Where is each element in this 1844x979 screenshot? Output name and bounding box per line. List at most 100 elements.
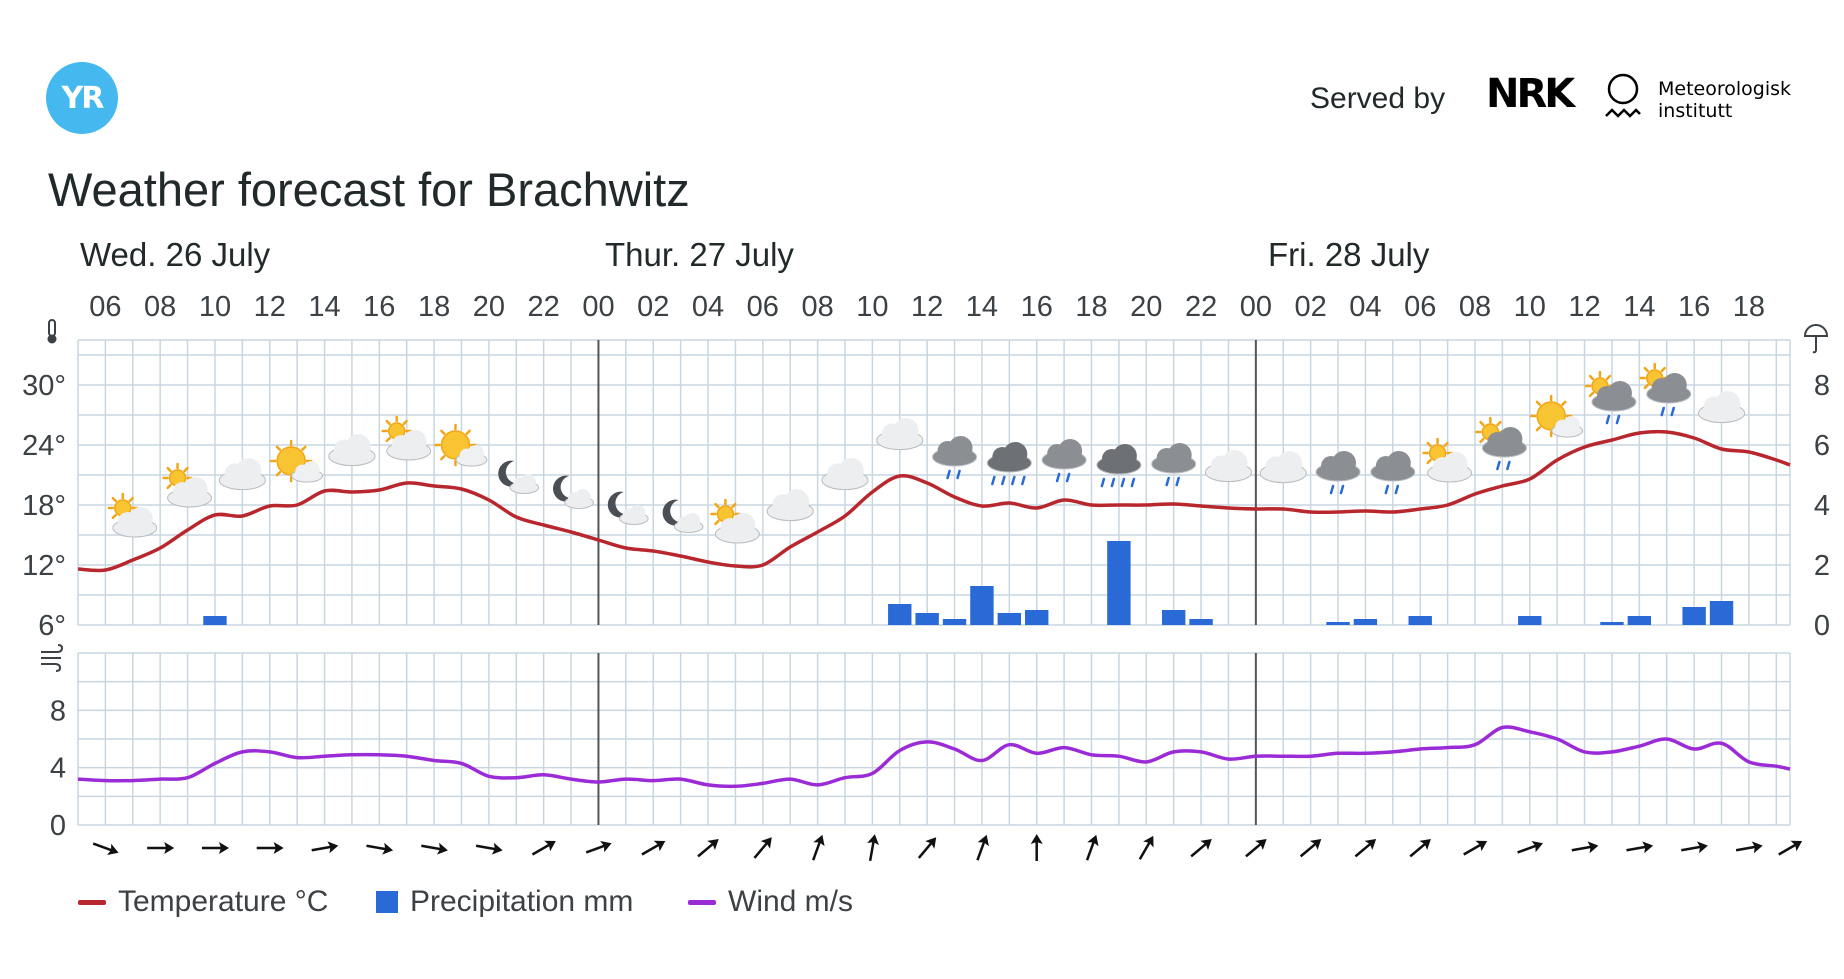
cloud-part: [934, 449, 975, 465]
rain-icon: [1096, 444, 1142, 488]
cloud-part: [1372, 464, 1413, 480]
partly-cloudy-night-icon: [553, 475, 594, 509]
precipitation-bar: [1518, 616, 1542, 625]
fair-day-icon: [1529, 394, 1584, 438]
light-rain-icon: [932, 436, 978, 480]
met-institutt-text[interactable]: Meteorologisk institutt: [1658, 78, 1791, 122]
rain-drop: [1384, 484, 1390, 495]
legend-wind-swatch: [688, 899, 716, 905]
wind-arrow-head: [1696, 841, 1708, 854]
sun-ray: [1660, 366, 1666, 373]
cloud-part: [769, 502, 812, 520]
light-rain-icon: [1370, 451, 1416, 495]
hour-tick-label: 06: [1404, 291, 1436, 323]
rain-drop: [1339, 484, 1345, 495]
legend-precipitation-label: Precipitation mm: [410, 885, 634, 918]
sun-ray: [275, 471, 282, 477]
wind-direction-arrow: [917, 837, 937, 859]
hour-tick-label: 14: [1623, 291, 1655, 323]
wind-direction-arrow: [147, 842, 175, 854]
nrk-logo[interactable]: NRK: [1486, 71, 1575, 117]
wind-arrow-head: [107, 843, 119, 856]
wind-direction-arrow: [1409, 839, 1431, 858]
wind-arrow-head: [760, 837, 772, 849]
sun-ray: [1643, 383, 1649, 390]
hour-tick-label: 12: [911, 291, 943, 323]
wind-tick-label: 0: [50, 810, 66, 842]
precip-tick-label: 0: [1814, 610, 1830, 642]
precip-tick-label: 2: [1814, 550, 1830, 582]
cloud-part: [1593, 394, 1634, 410]
precipitation-bar: [942, 619, 967, 625]
rain-drop: [1011, 475, 1016, 486]
cloud-part: [620, 513, 647, 524]
cloud-part: [221, 471, 264, 489]
fair-day-icon: [269, 439, 324, 483]
rain-drop: [1001, 475, 1006, 486]
precipitation-bar: [997, 613, 1022, 625]
cloud-part: [878, 431, 921, 449]
sun-ray: [1535, 426, 1542, 432]
precipitation-bar: [1600, 622, 1624, 625]
sun-ray: [1588, 391, 1595, 398]
umbrella-icon-canopy: [1803, 324, 1829, 337]
wind-direction-arrow: [531, 840, 556, 856]
legend-temperature-label: Temperature °C: [118, 885, 329, 918]
partly-cloudy-day-icon: [710, 498, 760, 544]
wind-arrow-head: [164, 842, 175, 854]
precipitation-bar: [203, 616, 227, 625]
wind-direction-arrow: [366, 842, 394, 855]
cloud-part: [717, 526, 758, 542]
cloud-part: [1318, 464, 1359, 480]
fair-day-icon: [434, 423, 488, 467]
wind-direction-arrow: [585, 840, 612, 854]
wind-arrow-head: [600, 840, 612, 853]
wind-arrow-head: [1087, 834, 1099, 847]
partly-cloudy-night-icon: [662, 499, 704, 533]
light-rain-icon: [1151, 443, 1197, 487]
sun-ray: [183, 466, 189, 473]
sun-ray: [128, 496, 134, 503]
wind-direction-arrow: [976, 834, 989, 861]
cloud-part: [169, 490, 210, 506]
wind-arrow-head: [436, 842, 448, 855]
hour-tick-label: 14: [966, 291, 998, 323]
cloud-part: [823, 471, 866, 489]
thermometer-icon-bulb: [47, 334, 57, 344]
wind-direction-arrow: [256, 842, 284, 854]
wind-icon-line: [41, 644, 64, 653]
precip-tick-label: 4: [1814, 490, 1830, 522]
hour-tick-label: 14: [308, 291, 340, 323]
sun-ray: [714, 519, 720, 526]
rain-drop: [1660, 406, 1665, 417]
wind-direction-arrow: [1299, 839, 1322, 858]
temp-tick-label: 18°: [22, 490, 66, 522]
hour-tick-label: 10: [1514, 291, 1546, 323]
hour-tick-label: 08: [144, 291, 176, 323]
hour-tick-label: 02: [1295, 291, 1327, 323]
yr-logo[interactable]: YR: [46, 62, 118, 134]
wind-direction-arrow: [1138, 835, 1154, 860]
precipitation-bar: [1326, 622, 1350, 625]
sun-ray: [714, 502, 720, 509]
wind-direction-arrow: [421, 842, 448, 855]
partly-cloudy-day-icon: [162, 462, 213, 508]
hour-tick-label: 16: [1678, 291, 1710, 323]
wind-arrow-head: [867, 834, 880, 846]
light-rain-icon: [1041, 439, 1087, 483]
day-label: Thur. 27 July: [605, 236, 794, 273]
precipitation-bar: [1682, 607, 1706, 625]
sun-ray: [111, 496, 117, 503]
sun-ray: [1479, 420, 1485, 427]
temp-tick-label: 6°: [38, 610, 66, 642]
cloud-part: [566, 497, 593, 508]
wind-direction-arrow: [311, 841, 339, 854]
partly-cloudy-night-icon: [607, 491, 649, 525]
legend-precipitation: Precipitation mm: [376, 885, 633, 919]
cloudy-icon: [766, 489, 814, 522]
cloud-part: [989, 455, 1030, 471]
thermometer-icon-tube: [48, 319, 56, 337]
rain-drop: [1670, 406, 1675, 417]
wind-arrow-head: [1364, 839, 1377, 851]
sun-ray: [1426, 458, 1432, 465]
